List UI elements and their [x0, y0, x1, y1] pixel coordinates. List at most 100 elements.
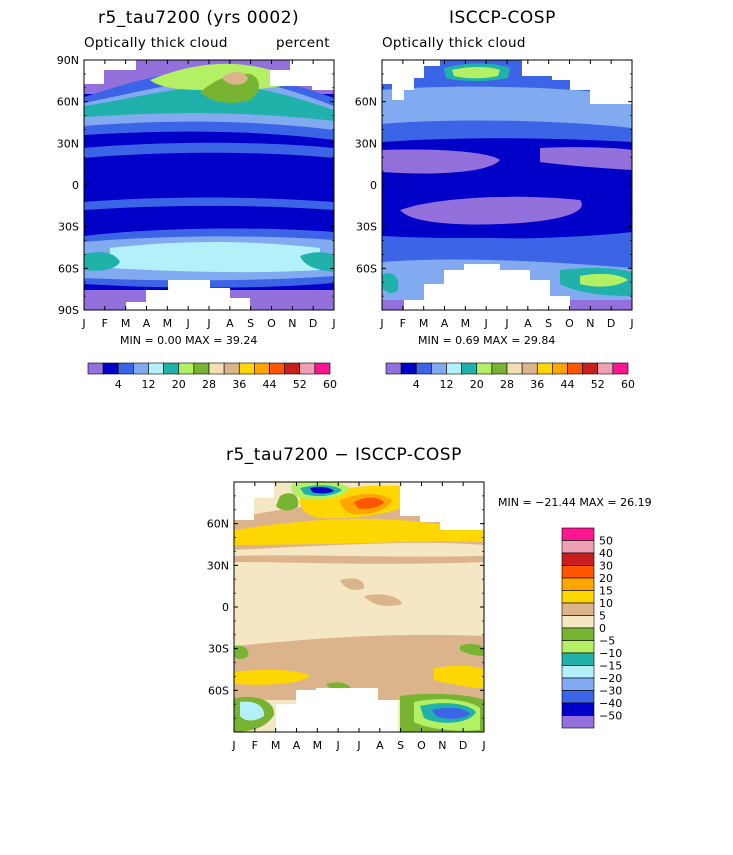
colorbar-swatch: [561, 565, 595, 579]
y-tick-label: 30S: [356, 221, 377, 234]
y-tick-label: 60N: [57, 96, 79, 109]
x-tick-label: F: [102, 317, 108, 330]
colorbar-swatch: [561, 702, 595, 716]
panel2-colorbar: 4 12 20 28 36 44 52 60: [385, 362, 635, 391]
y-tick-label: 30N: [207, 559, 229, 572]
x-tick-label: M: [313, 739, 323, 752]
x-tick-label: D: [607, 317, 615, 330]
x-tick-label: J: [206, 317, 210, 330]
colorbar-label: −40: [599, 697, 622, 710]
x-tick-label: J: [481, 739, 485, 752]
x-tick-label: S: [247, 317, 254, 330]
colorbar-swatch: [269, 362, 285, 375]
y-tick-label: 60S: [58, 262, 79, 275]
colorbar-label: 40: [599, 547, 613, 560]
x-tick-label: A: [376, 739, 384, 752]
colorbar-swatch: [87, 362, 104, 375]
colorbar-swatch: [561, 640, 595, 654]
x-tick-label: J: [484, 317, 488, 330]
colorbar-label: 4: [115, 378, 122, 391]
y-tick-label: 60N: [207, 518, 229, 531]
colorbar-swatch: [561, 590, 595, 604]
colorbar-swatch: [314, 362, 331, 375]
colorbar-swatch: [561, 690, 595, 704]
colorbar-swatch: [284, 362, 301, 375]
x-tick-label: F: [252, 739, 258, 752]
x-tick-label: A: [143, 317, 151, 330]
colorbar-label: −10: [599, 647, 622, 660]
colorbar-label: 4: [413, 378, 420, 391]
colorbar-swatch: [102, 362, 119, 375]
colorbar-swatch: [561, 577, 595, 591]
panel2-title: ISCCP-COSP: [449, 8, 556, 28]
colorbar-label: 60: [621, 378, 635, 391]
x-tick-label: M: [419, 317, 429, 330]
colorbar-label: −30: [599, 685, 622, 698]
x-tick-label: M: [121, 317, 131, 330]
y-tick-label: 30S: [208, 643, 229, 656]
y-tick-label: 90N: [57, 54, 79, 67]
y-tick-label: 30S: [58, 221, 79, 234]
colorbar-label: 52: [293, 378, 307, 391]
x-tick-label: M: [271, 739, 281, 752]
colorbar-swatch: [254, 362, 270, 375]
x-tick-label: S: [545, 317, 552, 330]
y-tick-label: 60S: [356, 262, 377, 275]
y-tick-label: 90S: [58, 304, 79, 317]
x-tick-label: A: [441, 317, 449, 330]
x-tick-label: S: [397, 739, 404, 752]
colorbar-label: 44: [561, 378, 575, 391]
panel2-stats: MIN = 0.69 MAX = 29.84: [418, 334, 556, 347]
colorbar-swatch: [476, 362, 493, 375]
colorbar-label: 20: [172, 378, 186, 391]
panel1-colorbar: 4 12 20 28 36 44 52 60: [87, 362, 337, 391]
x-tick-label: N: [438, 739, 446, 752]
x-tick-label: A: [226, 317, 234, 330]
x-tick-label: M: [163, 317, 173, 330]
panel2-subtitle: Optically thick cloud: [382, 35, 526, 51]
colorbar-label: 12: [142, 378, 156, 391]
x-tick-label: D: [459, 739, 467, 752]
colorbar-label: 44: [263, 378, 277, 391]
panel3-title: r5_tau7200 − ISCCP-COSP: [226, 445, 462, 465]
colorbar-swatch: [612, 362, 629, 375]
colorbar-swatch: [148, 362, 164, 375]
x-tick-label: O: [565, 317, 574, 330]
colorbar-swatch: [193, 362, 210, 375]
x-tick-label: J: [356, 739, 360, 752]
colorbar-swatch: [561, 540, 595, 554]
panel3-map: [233, 481, 485, 733]
colorbar-label: 36: [530, 378, 544, 391]
colorbar-swatch: [561, 615, 595, 629]
x-tick-label: F: [400, 317, 406, 330]
x-tick-label: D: [309, 317, 317, 330]
x-tick-label: O: [417, 739, 426, 752]
x-tick-label: O: [267, 317, 276, 330]
colorbar-swatch: [561, 602, 595, 616]
colorbar-label: 15: [599, 585, 613, 598]
x-tick-label: M: [461, 317, 471, 330]
panel1-map: [83, 59, 335, 311]
colorbar-label: 12: [440, 378, 454, 391]
x-tick-label: N: [586, 317, 594, 330]
x-tick-label: N: [288, 317, 296, 330]
colorbar-swatch: [446, 362, 462, 375]
colorbar-label: 36: [232, 378, 246, 391]
x-tick-label: J: [81, 317, 85, 330]
x-tick-label: J: [504, 317, 508, 330]
x-tick-label: J: [331, 317, 335, 330]
x-tick-label: A: [524, 317, 532, 330]
panel1-subtitle: Optically thick cloud: [84, 35, 228, 51]
y-tick-label: 30N: [355, 137, 377, 150]
colorbar-swatch: [400, 362, 417, 375]
x-tick-label: J: [186, 317, 190, 330]
colorbar-label: 52: [591, 378, 605, 391]
panel1-units: percent: [276, 35, 330, 51]
panel1-stats: MIN = 0.00 MAX = 39.24: [120, 334, 258, 347]
colorbar-swatch: [461, 362, 478, 375]
colorbar-label: 20: [470, 378, 484, 391]
panel2-map: [381, 59, 633, 311]
